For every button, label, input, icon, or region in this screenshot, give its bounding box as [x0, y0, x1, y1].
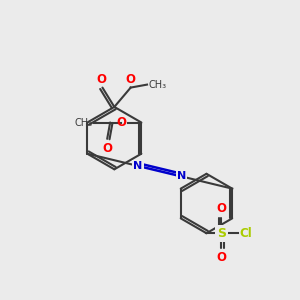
Text: CH₃: CH₃ [74, 118, 92, 128]
Text: O: O [97, 73, 107, 86]
Text: O: O [216, 251, 226, 264]
Text: N: N [134, 161, 142, 171]
Text: O: O [116, 116, 127, 129]
Text: Cl: Cl [239, 227, 252, 240]
Text: O: O [126, 73, 136, 86]
Text: S: S [217, 227, 226, 240]
Text: O: O [102, 142, 112, 155]
Text: N: N [177, 171, 186, 182]
Text: CH₃: CH₃ [148, 80, 166, 90]
Text: O: O [216, 202, 226, 215]
